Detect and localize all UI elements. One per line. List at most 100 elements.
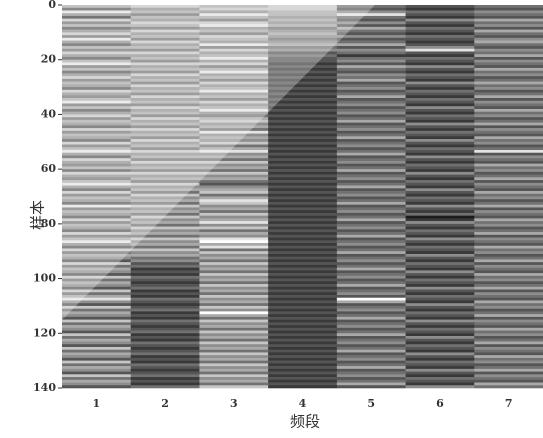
heatmap-cell [405,62,475,66]
heatmap-cell [62,122,132,126]
heatmap-cell [130,21,200,25]
heatmap-cell [336,10,406,14]
heatmap-cell [62,7,132,11]
heatmap-cell [130,267,200,271]
heatmap-cell [405,51,475,55]
heatmap-cell [62,32,132,36]
heatmap-cell [62,286,132,290]
heatmap-cell [130,327,200,331]
heatmap-cell [130,229,200,233]
heatmap-cell [405,35,475,39]
heatmap-cell [405,139,475,143]
heatmap-cell [268,352,338,356]
heatmap-cell [405,243,475,247]
heatmap-cell [268,204,338,208]
heatmap-cell [130,67,200,71]
heatmap-cell [474,204,543,208]
heatmap-cell [336,385,406,389]
heatmap-cell [336,360,406,364]
heatmap-cell [336,155,406,159]
heatmap-cell [336,240,406,244]
heatmap-cell [199,218,269,222]
heatmap-cell [474,294,543,299]
heatmap-cell [405,174,475,178]
heatmap-cell [62,78,132,82]
heatmap-cell [336,349,406,353]
heatmap-cell [268,98,338,102]
heatmap-cell [130,87,200,91]
heatmap-cell [199,35,269,39]
heatmap-cell [268,385,338,389]
heatmap-cell [199,229,269,233]
heatmap-cell [336,248,406,252]
heatmap-cell [268,40,338,44]
heatmap-cell [405,193,475,197]
heatmap-cell [199,144,269,148]
heatmap-cell [130,133,200,137]
heatmap-cell [62,26,132,30]
heatmap-cell [336,139,406,143]
heatmap-cell [199,177,269,181]
heatmap-cell [62,171,132,175]
heatmap-cell [336,174,406,178]
heatmap-cell [268,201,338,206]
heatmap-cell [336,273,406,277]
heatmap-cell [130,108,200,112]
heatmap-cell [336,245,406,249]
heatmap-cell [474,81,543,85]
y-axis-label: 样本 [29,200,47,230]
heatmap-cell [474,171,543,175]
heatmap-cell [268,21,338,25]
heatmap-cell [405,59,475,63]
heatmap-cell [405,275,475,279]
heatmap-cell [474,338,543,342]
heatmap-cell [336,201,406,206]
heatmap-cell [130,48,200,52]
heatmap-cell [268,54,338,58]
heatmap-cell [62,346,132,350]
heatmap-cell [336,18,406,22]
heatmap-cell [62,223,132,227]
heatmap-cell [474,40,543,44]
heatmap-cell [62,158,132,162]
heatmap-cell [62,76,132,80]
heatmap-cell [199,256,269,260]
heatmap-cell [336,166,406,170]
heatmap-cell [336,29,406,33]
heatmap-cell [130,355,200,359]
heatmap-cell [130,182,200,186]
heatmap-cell [199,297,269,301]
heatmap-cell [336,379,406,383]
heatmap-cell [336,382,406,386]
heatmap-cell [268,37,338,41]
heatmap-cell [199,303,269,307]
x-tick-label: 7 [505,397,513,410]
heatmap-cell [62,139,132,143]
heatmap-cell [130,76,200,80]
heatmap-cell [336,253,406,257]
heatmap-cell [474,46,543,50]
heatmap-cell [62,40,132,44]
heatmap-cell [405,169,475,173]
heatmap-cell [62,89,132,93]
heatmap-cell [405,18,475,22]
heatmap-cell [199,341,269,345]
heatmap-cell [405,144,475,148]
heatmap-cell [199,204,269,208]
heatmap-cell [474,253,543,257]
heatmap-cell [130,243,200,247]
heatmap-cell [474,54,543,58]
heatmap-cell [268,133,338,137]
heatmap-cell [130,294,200,299]
heatmap-cell [62,368,132,372]
heatmap-cell [62,191,132,195]
heatmap-cell [199,327,269,331]
heatmap-cell [405,278,475,282]
heatmap-cell [474,322,543,326]
heatmap-cell [199,207,269,211]
heatmap-cell [336,314,406,318]
heatmap-cell [199,147,269,151]
heatmap-cell [474,144,543,148]
heatmap-cell [405,379,475,383]
heatmap-cell [405,199,475,203]
